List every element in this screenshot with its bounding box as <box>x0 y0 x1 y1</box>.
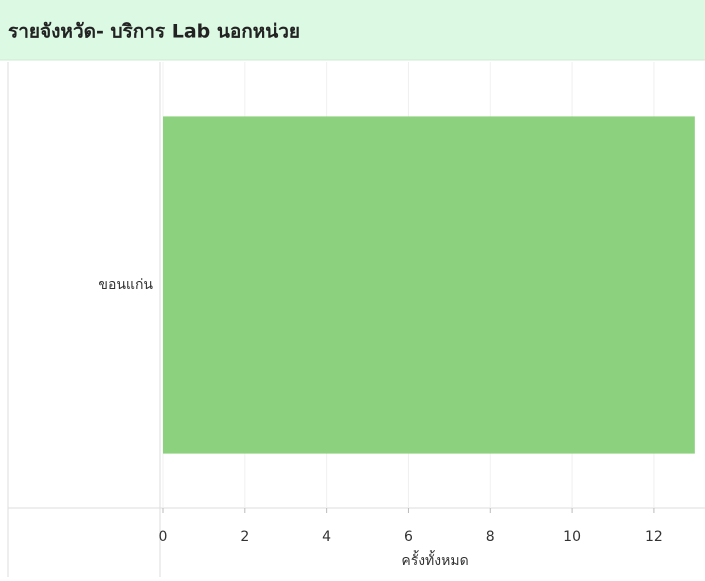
x-tick-label: 4 <box>322 529 331 545</box>
x-tick-label: 8 <box>486 529 495 545</box>
y-tick-label: ขอนแก่น <box>98 277 153 293</box>
x-tick-label: 12 <box>645 529 663 545</box>
chart-title: รายจังหวัด- บริการ Lab นอกหน่วย <box>8 21 300 43</box>
bar <box>163 116 695 454</box>
x-tick-label: 2 <box>240 529 249 545</box>
header <box>0 0 705 60</box>
x-tick-label: 6 <box>404 529 413 545</box>
x-tick-label: 0 <box>159 529 168 545</box>
x-axis-label: ครั้งทั้งหมด <box>401 550 468 569</box>
x-tick-label: 10 <box>563 529 581 545</box>
